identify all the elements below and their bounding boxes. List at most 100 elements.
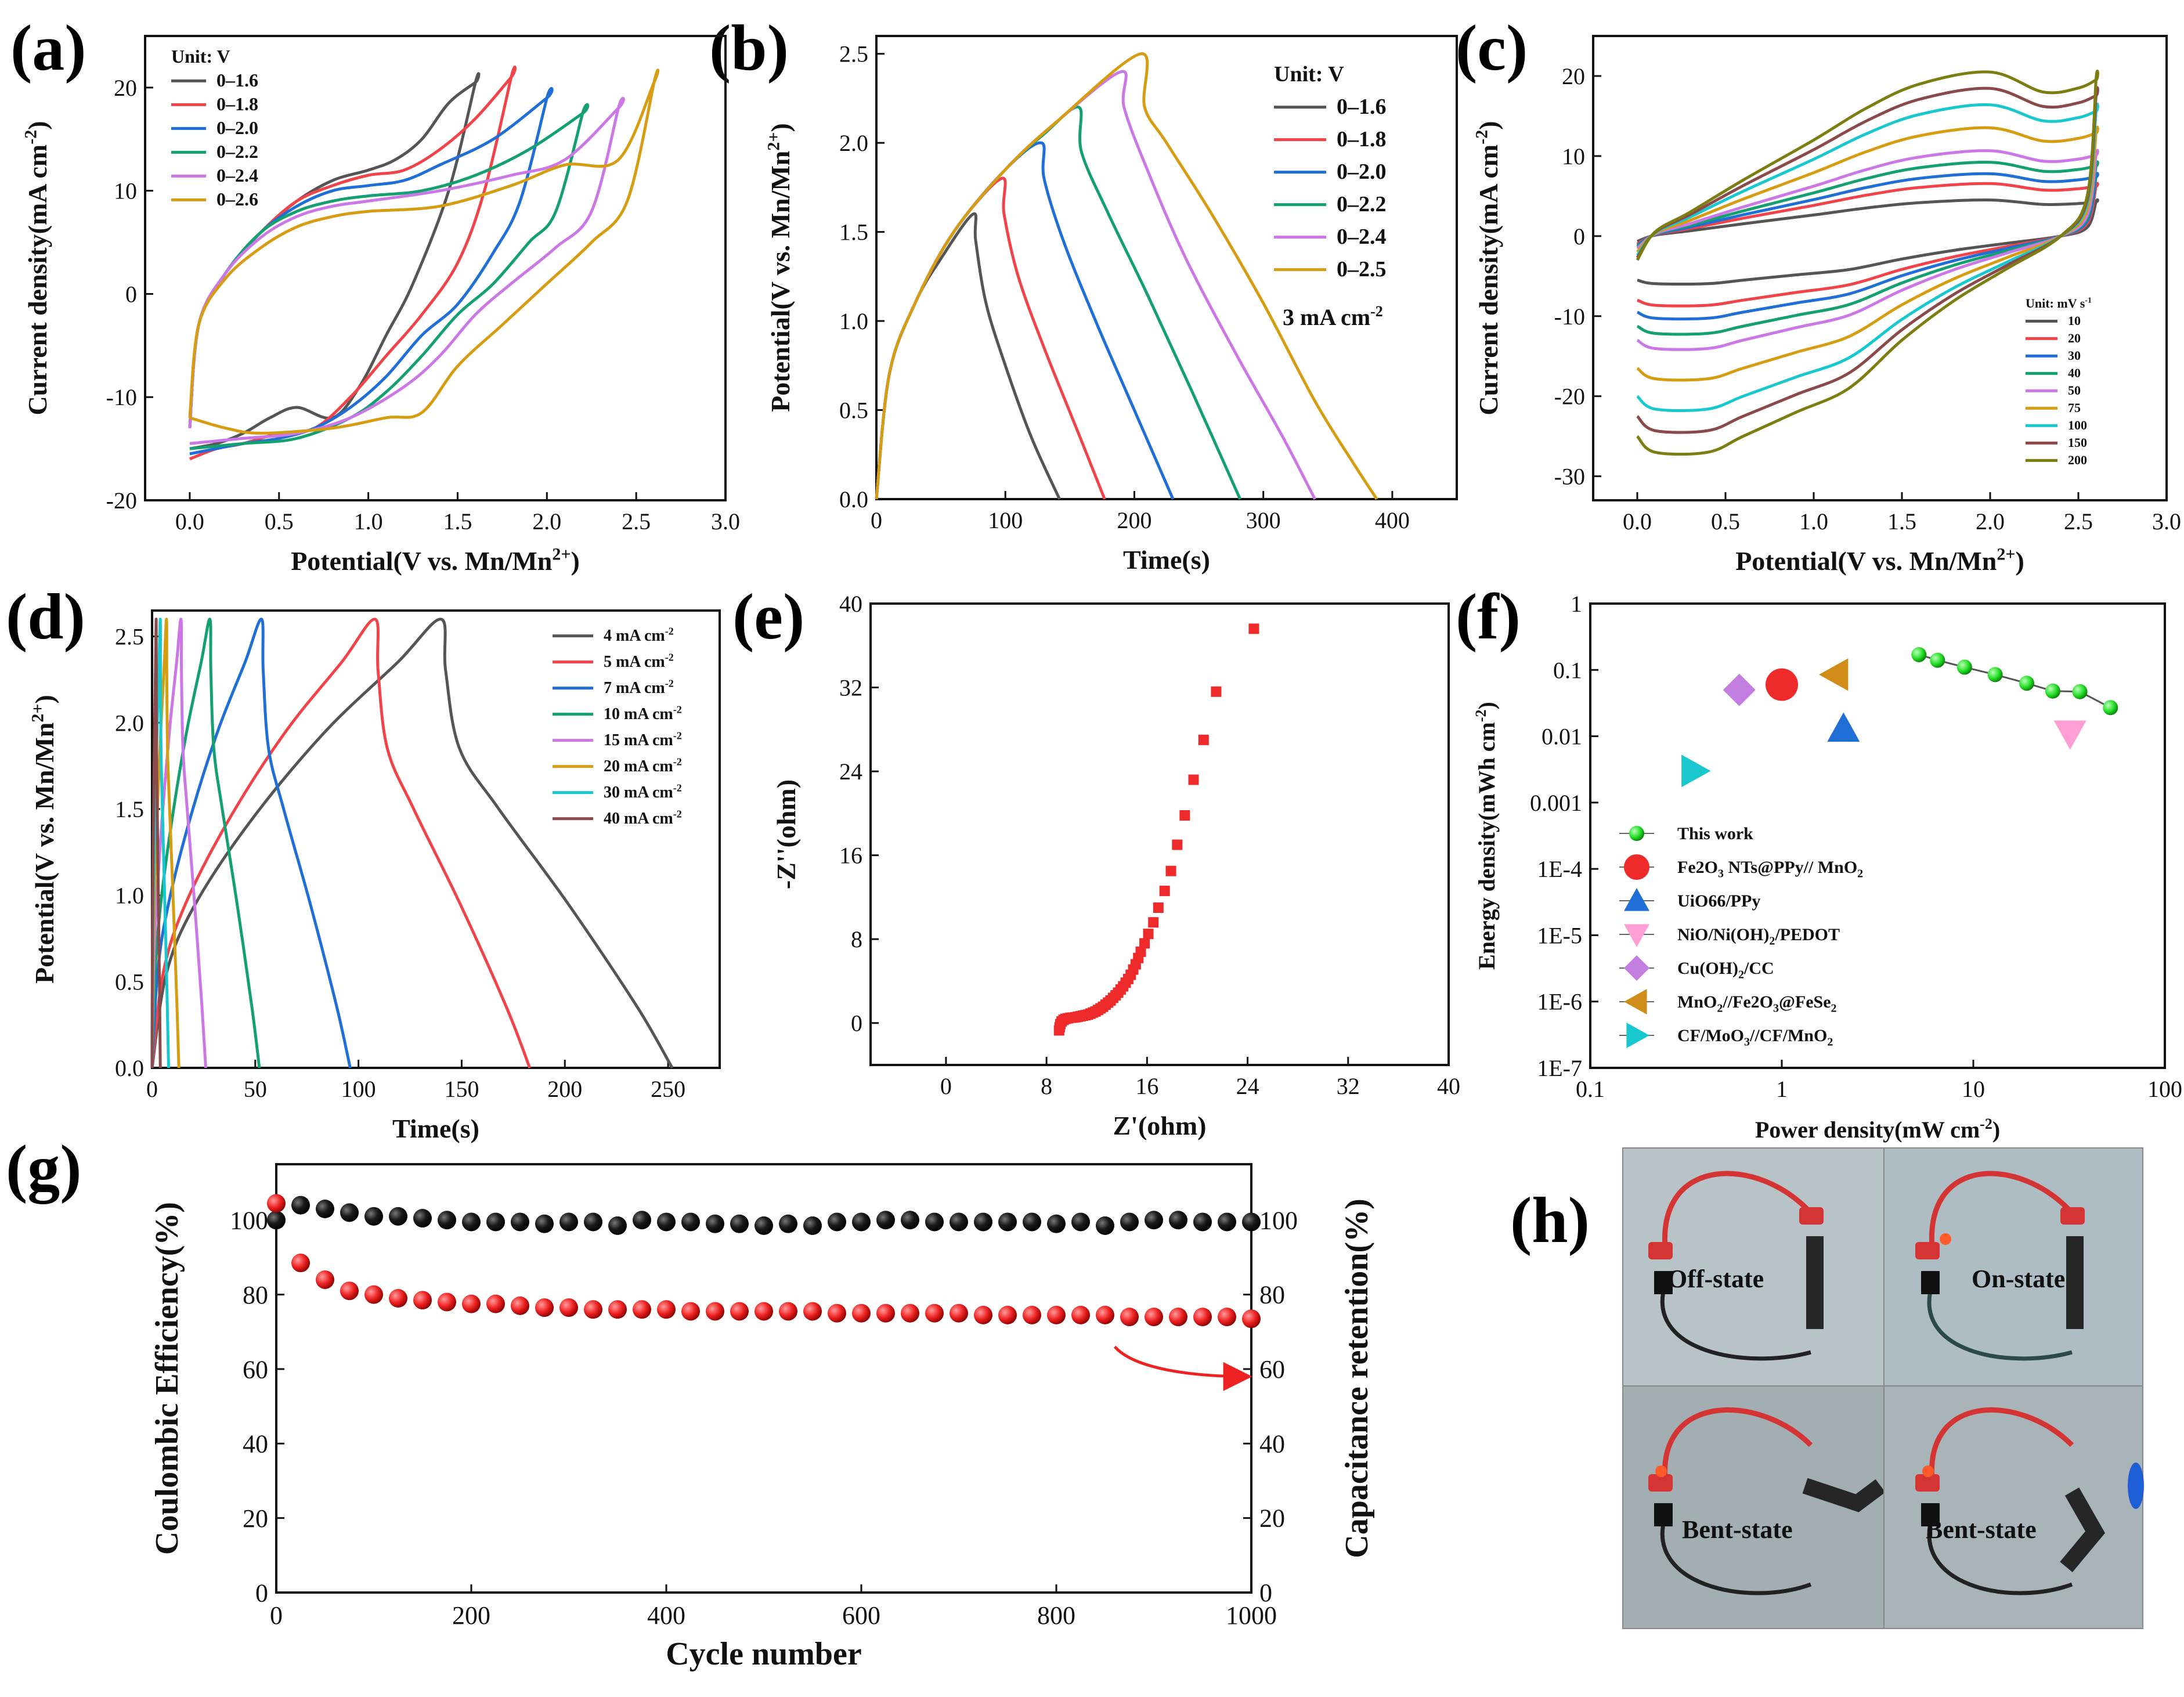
coulombic-point	[681, 1212, 700, 1232]
retention-point	[1120, 1308, 1139, 1327]
y2-axis-title: Capacitance retention(%)	[1339, 1198, 1375, 1558]
retention-point	[681, 1302, 700, 1321]
coulombic-point	[925, 1212, 944, 1232]
plot-frame	[1592, 35, 2168, 501]
y2-tick-label: 0	[1259, 1579, 1272, 1607]
y-tick-label: 2.0	[115, 710, 144, 736]
x-tick-label: 2.5	[622, 508, 651, 535]
y-tick-label: 40	[243, 1430, 268, 1458]
ragone-point-5	[1818, 658, 1849, 691]
eis-point	[1211, 686, 1222, 697]
coulombic-point	[901, 1211, 919, 1230]
y-tick-label: -20	[106, 488, 137, 514]
legend-label-10: 10	[2068, 313, 2081, 328]
retention-point	[925, 1304, 944, 1323]
legend-label-0-1-6: 0–1.6	[216, 70, 258, 91]
x-tick-label: 400	[1375, 507, 1410, 533]
photo-bent-state-1: Bent-state	[1622, 1385, 1886, 1629]
y-tick-label: 2.5	[115, 624, 144, 650]
ragone-point-6	[1681, 754, 1711, 788]
cv-curve-0–2.2	[188, 103, 590, 450]
coulombic-point	[852, 1212, 871, 1232]
eis-point	[1172, 839, 1183, 850]
eis-point	[1159, 886, 1170, 897]
legend-label-30-mA-cm-2: 30 mA cm-2​	[604, 782, 682, 801]
y-tick-label: 0.0	[839, 486, 868, 512]
coulombic-point	[755, 1216, 773, 1235]
gcd-rate-curve-4 mA cm-2	[150, 618, 674, 1069]
y-tick-label: 1E-6	[1537, 989, 1582, 1015]
retention-point	[462, 1294, 481, 1313]
y-axis-title: Energy density(mWh cm-2​)	[1472, 702, 1500, 970]
eis-point	[1188, 774, 1199, 785]
y-axis-title: Coulombic Efficiency(%)	[149, 1202, 185, 1555]
legend-title: Unit: mV s-1​	[2026, 296, 2092, 310]
photo-off-state: Off-state	[1622, 1147, 1885, 1387]
eis-point	[1198, 734, 1209, 745]
x-tick-label: 2.0	[1976, 508, 2005, 535]
y2-tick-label: 60	[1259, 1355, 1285, 1384]
coulombic-point	[1169, 1211, 1187, 1230]
x-tick-label: 40	[1437, 1073, 1460, 1099]
gcd-rate-curve-40 mA cm-2	[150, 618, 162, 1068]
y-tick-label: 1	[1571, 591, 1582, 617]
legend-label-50: 50	[2068, 383, 2081, 398]
retention-point	[876, 1304, 895, 1323]
y-tick-label: -30	[1554, 464, 1585, 490]
y-axis-title: Potential(V vs. Mn/Mn2+​)	[764, 123, 795, 412]
legend-marker-6	[1626, 1023, 1649, 1048]
x-tick-label: 32	[1337, 1073, 1360, 1099]
coulombic-point	[364, 1207, 383, 1226]
y-tick-label: 1E-4	[1537, 856, 1582, 882]
y-tick-label: 0	[851, 1010, 862, 1037]
legend-label-0-2-4: 0–2.4	[216, 165, 258, 186]
plot-frame	[1589, 602, 2166, 1069]
gcd-rate-curve-7 mA cm-2	[150, 618, 352, 1068]
y-tick-label: 0.01	[1542, 724, 1582, 750]
x-tick-label: 1.0	[354, 508, 383, 535]
chart-c-cv-scan-rates: 0.0 0.5 1.0 1.5 2.0 2.5 3.0 -30 -20 -10 0 10 20 Poten…	[1472, 35, 2181, 576]
coulombic-point	[1145, 1211, 1163, 1230]
eis-point	[1248, 623, 1259, 634]
plot-frame	[144, 35, 727, 501]
cv-scan-curve-10	[1637, 198, 2099, 286]
panel-label-b: (b)	[709, 12, 789, 84]
legend-marker-5	[1624, 989, 1647, 1014]
x-tick-label: 600	[842, 1601, 880, 1630]
photo-label-bent-state-2: Bent-state	[1926, 1515, 2037, 1544]
y-axis-title: -Z''(ohm)	[771, 779, 801, 889]
retention-point	[730, 1302, 749, 1321]
coulombic-point	[462, 1212, 481, 1232]
coulombic-point	[1120, 1212, 1139, 1232]
legend-label-40-mA-cm-2: 40 mA cm-2​	[604, 808, 682, 828]
legend-label-15-mA-cm-2: 15 mA cm-2​	[604, 730, 682, 749]
gcd-curve-0–2.4	[875, 70, 1316, 500]
gcd-rate-curve-15 mA cm-2	[150, 618, 207, 1068]
y-tick-label: 0	[125, 281, 137, 307]
legend-label-5: MnO2​//Fe2O3​@FeSe2​	[1677, 992, 1837, 1015]
legend-label-0-2-2: 0–2.2	[216, 141, 258, 162]
y-tick-label: 0.001	[1530, 790, 1582, 816]
x-axis-title: Potential(V vs. Mn/Mn2+​)	[1735, 545, 2024, 576]
coulombic-point	[291, 1196, 310, 1215]
eis-point	[1179, 810, 1190, 821]
retention-point	[267, 1194, 286, 1213]
eis-point	[1143, 929, 1154, 940]
coulombic-point	[706, 1214, 724, 1233]
y-tick-label: 16	[839, 843, 862, 869]
legend-label-0: This work	[1677, 824, 1753, 843]
retention-point	[1071, 1305, 1090, 1324]
retention-point	[852, 1304, 871, 1323]
x-tick-label: 150	[444, 1076, 479, 1102]
coulombic-point	[950, 1212, 968, 1232]
legend-label-5-mA-cm-2: 5 mA cm-2​	[604, 651, 674, 671]
y-tick-label: 24	[839, 759, 862, 785]
coulombic-point	[998, 1212, 1017, 1232]
y-tick-label: 0	[1573, 223, 1585, 250]
coulombic-point	[316, 1200, 334, 1219]
retention-point	[950, 1304, 968, 1323]
retention-point	[633, 1300, 651, 1319]
ragone-point-0	[1930, 652, 1945, 668]
coulombic-point	[584, 1212, 602, 1232]
x-tick-label: 50	[244, 1076, 267, 1102]
